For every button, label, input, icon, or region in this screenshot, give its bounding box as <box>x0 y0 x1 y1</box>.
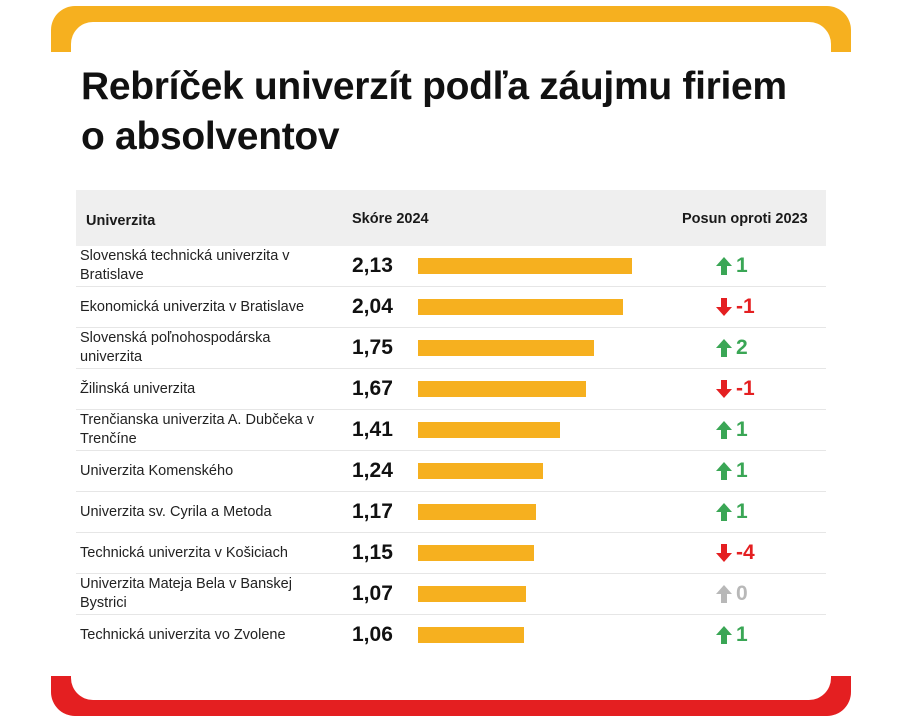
score-bar <box>418 586 526 602</box>
score-label: 1,06 <box>352 623 393 646</box>
shift-value: 1 <box>736 459 748 482</box>
shift-value: -4 <box>736 541 755 564</box>
top-frame-inner <box>71 22 831 62</box>
table-row: Žilinská univerzita 1,67 -1 <box>76 369 826 410</box>
score-label: 1,24 <box>352 459 393 482</box>
header-score: Skóre 2024 <box>352 211 429 227</box>
arrow-up-icon <box>716 626 732 644</box>
score-label: 1,07 <box>352 582 393 605</box>
shift-indicator: -1 <box>716 287 755 327</box>
score-label: 1,67 <box>352 377 393 400</box>
score-bar <box>418 299 623 315</box>
shift-value: 1 <box>736 500 748 523</box>
ranking-table: Univerzita Skóre 2024 Posun oproti 2023 … <box>76 190 826 655</box>
chart-title: Rebríček univerzít podľa záujmu firiem o… <box>81 65 787 158</box>
score-label: 2,13 <box>352 254 393 277</box>
university-name: Trenčianska univerzita A. Dubčeka v Tren… <box>80 412 314 447</box>
arrow-up-icon <box>716 257 732 275</box>
shift-indicator: 1 <box>716 615 748 655</box>
score-bar <box>418 381 586 397</box>
university-name: Slovenská poľnohospodárska univerzita <box>80 330 271 365</box>
university-name: Technická univerzita v Košiciach <box>80 544 288 561</box>
university-name: Ekonomická univerzita v Bratislave <box>80 298 305 315</box>
table-row: Trenčianska univerzita A. Dubčeka v Tren… <box>76 410 826 451</box>
table-row: Technická univerzita vo Zvolene 1,06 1 <box>76 615 826 655</box>
university-name: Univerzita Mateja Bela v Banskej Bystric… <box>80 576 292 611</box>
shift-indicator: 2 <box>716 328 748 368</box>
university-name: Univerzita Komenského <box>80 462 234 479</box>
shift-indicator: -4 <box>716 533 755 573</box>
arrow-down-icon <box>716 298 732 316</box>
score-bar <box>418 258 632 274</box>
arrow-down-icon <box>716 544 732 562</box>
shift-indicator: 1 <box>716 492 748 532</box>
column-separator <box>672 190 674 650</box>
score-bar <box>418 463 543 479</box>
table-row: Slovenská poľnohospodárska univerzita 1,7… <box>76 328 826 369</box>
table-row: Univerzita Komenského 1,24 1 <box>76 451 826 492</box>
shift-indicator: 1 <box>716 451 748 491</box>
shift-indicator: 1 <box>716 246 748 286</box>
score-label: 1,15 <box>352 541 393 564</box>
shift-value: 2 <box>736 336 748 359</box>
arrow-up-icon <box>716 462 732 480</box>
university-name: Technická univerzita vo Zvolene <box>80 626 286 643</box>
bottom-frame-inner <box>71 660 831 700</box>
header-shift: Posun oproti 2023 <box>682 211 808 227</box>
score-bar <box>418 504 536 520</box>
score-label: 1,17 <box>352 500 393 523</box>
arrow-up-icon <box>716 421 732 439</box>
arrow-up-icon <box>716 339 732 357</box>
score-label: 1,75 <box>352 336 393 359</box>
arrow-up-icon <box>716 585 732 603</box>
shift-value: 1 <box>736 623 748 646</box>
shift-value: -1 <box>736 295 755 318</box>
table-row: Univerzita Mateja Bela v Banskej Bystric… <box>76 574 826 615</box>
shift-value: 1 <box>736 418 748 441</box>
table-row: Ekonomická univerzita v Bratislave 2,04 -1 <box>76 287 826 328</box>
arrow-up-icon <box>716 503 732 521</box>
university-name: Univerzita sv. Cyrila a Metoda <box>80 503 272 520</box>
score-bar <box>418 422 560 438</box>
shift-indicator: 0 <box>716 574 748 614</box>
arrow-down-icon <box>716 380 732 398</box>
score-label: 2,04 <box>352 295 393 318</box>
table-row: Slovenská technická univerzita v Bratisl… <box>76 246 826 287</box>
score-bar <box>418 545 534 561</box>
university-name: Slovenská technická univerzita v Bratisl… <box>80 248 290 283</box>
table-row: Technická univerzita v Košiciach 1,15 -4 <box>76 533 826 574</box>
shift-indicator: 1 <box>716 410 748 450</box>
table-body: Slovenská technická univerzita v Bratisl… <box>76 246 826 655</box>
table-row: Univerzita sv. Cyrila a Metoda 1,17 1 <box>76 492 826 533</box>
header-university: Univerzita <box>86 213 156 229</box>
shift-value: 0 <box>736 582 748 605</box>
table-header: Univerzita Skóre 2024 Posun oproti 2023 <box>76 190 826 246</box>
score-label: 1,41 <box>352 418 393 441</box>
university-name: Žilinská univerzita <box>80 380 196 397</box>
column-separator <box>342 190 344 650</box>
score-bar <box>418 340 594 356</box>
shift-value: -1 <box>736 377 755 400</box>
shift-indicator: -1 <box>716 369 755 409</box>
score-bar <box>418 627 524 643</box>
shift-value: 1 <box>736 254 748 277</box>
